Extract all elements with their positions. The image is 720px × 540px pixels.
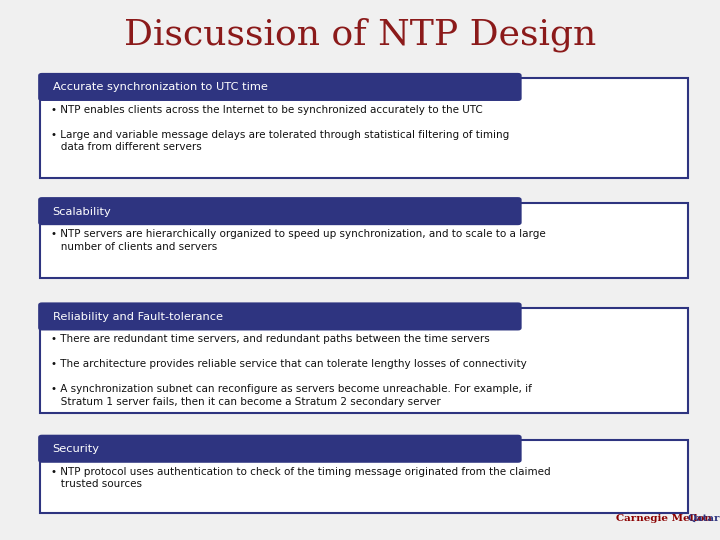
Text: • The architecture provides reliable service that can tolerate lengthy losses of: • The architecture provides reliable ser…: [51, 359, 527, 369]
Text: • NTP protocol uses authentication to check of the timing message originated fro: • NTP protocol uses authentication to ch…: [51, 467, 551, 489]
Text: • There are redundant time servers, and redundant paths between the time servers: • There are redundant time servers, and …: [51, 334, 490, 345]
FancyBboxPatch shape: [38, 197, 521, 225]
Text: Scalability: Scalability: [53, 207, 112, 217]
FancyBboxPatch shape: [40, 440, 688, 513]
Text: • NTP enables clients across the Internet to be synchronized accurately to the U: • NTP enables clients across the Interne…: [51, 105, 483, 115]
Text: Discussion of NTP Design: Discussion of NTP Design: [124, 18, 596, 52]
Text: Qatar: Qatar: [688, 514, 720, 523]
FancyBboxPatch shape: [40, 308, 688, 413]
FancyBboxPatch shape: [38, 435, 521, 463]
FancyBboxPatch shape: [40, 78, 688, 178]
Text: • Large and variable message delays are tolerated through statistical filtering : • Large and variable message delays are …: [51, 130, 509, 152]
Text: Carnegie Mellon: Carnegie Mellon: [616, 514, 711, 523]
Text: Reliability and Fault-tolerance: Reliability and Fault-tolerance: [53, 312, 222, 322]
FancyBboxPatch shape: [38, 73, 521, 101]
Text: • NTP servers are hierarchically organized to speed up synchronization, and to s: • NTP servers are hierarchically organiz…: [51, 229, 546, 252]
FancyBboxPatch shape: [38, 302, 521, 330]
Text: Accurate synchronization to UTC time: Accurate synchronization to UTC time: [53, 83, 267, 92]
Text: • A synchronization subnet can reconfigure as servers become unreachable. For ex: • A synchronization subnet can reconfigu…: [51, 384, 532, 407]
Text: Security: Security: [53, 444, 99, 454]
FancyBboxPatch shape: [40, 202, 688, 278]
